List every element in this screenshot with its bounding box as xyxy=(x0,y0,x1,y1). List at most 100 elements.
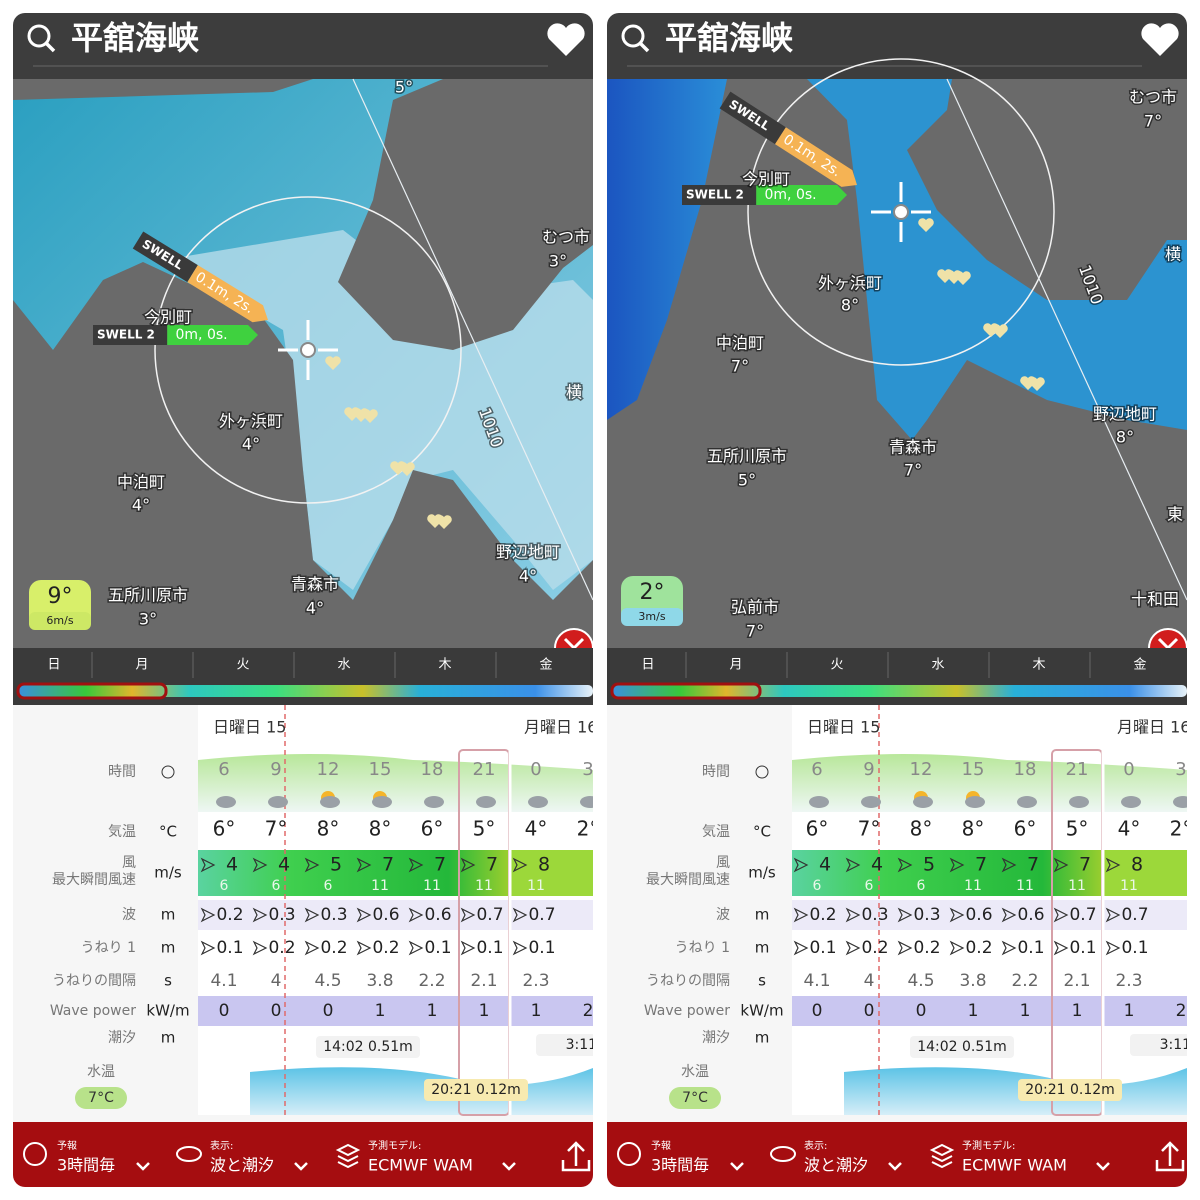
swell-interval: 3.8 xyxy=(959,971,986,991)
timeline-day[interactable]: 木 xyxy=(1032,658,1045,673)
row-label: 時間 xyxy=(702,764,730,780)
row-label: Wave power xyxy=(50,1003,136,1019)
map-label: 4° xyxy=(306,599,324,618)
wind-band xyxy=(198,850,511,896)
timeline-day[interactable]: 木 xyxy=(438,658,451,673)
direction-arrow xyxy=(949,940,965,956)
wind-speed: 7 xyxy=(1027,854,1039,876)
wave-height: 0.7 xyxy=(1121,905,1148,925)
wind-band xyxy=(511,850,593,896)
timeline-day[interactable]: 金 xyxy=(1133,657,1146,673)
wave-power: 0 xyxy=(812,1001,823,1021)
swell2-name: SWELL 2 xyxy=(686,188,744,202)
map-label: 8° xyxy=(841,296,859,315)
location-title: 平舘海峡 xyxy=(71,19,199,57)
hour: 0 xyxy=(1123,759,1134,780)
timeline-day[interactable]: 金 xyxy=(539,657,552,673)
wave-power: 1 xyxy=(531,1001,542,1021)
water-temp-badge xyxy=(75,1087,127,1109)
map-label: 五所川原市 xyxy=(707,447,787,466)
map-label: むつ市 xyxy=(542,228,590,247)
wave-power: 1 xyxy=(375,1001,386,1021)
wind-speed: 7 xyxy=(975,854,987,876)
timeline-day[interactable]: 日 xyxy=(641,658,654,673)
wave-power: 0 xyxy=(323,1001,334,1021)
swell-interval: 4 xyxy=(271,971,282,991)
map-label: 弘前市 xyxy=(731,598,779,617)
map-label: 中泊町 xyxy=(117,473,165,492)
wind-speed: 8 xyxy=(1131,854,1143,876)
hour: 12 xyxy=(317,759,340,780)
row-label: 波 xyxy=(122,907,136,923)
timeline-day[interactable]: 月 xyxy=(729,658,742,673)
swell2-tag xyxy=(93,325,168,345)
cloud-icon xyxy=(424,796,444,808)
search-icon[interactable] xyxy=(621,24,645,48)
row-unit: m xyxy=(161,1029,176,1047)
timeline-day[interactable]: 水 xyxy=(931,658,944,673)
toolbar-value[interactable]: 3時間毎 xyxy=(57,1156,115,1175)
row-unit: m xyxy=(161,906,176,924)
hour: 15 xyxy=(962,759,985,780)
hour: 21 xyxy=(1066,759,1089,780)
cloud-icon xyxy=(809,796,829,808)
heart-marker xyxy=(1020,376,1036,390)
timeline-day[interactable]: 火 xyxy=(830,658,843,673)
direction-arrow xyxy=(304,907,320,923)
share-icon[interactable] xyxy=(561,1141,591,1172)
row-label: 水温 xyxy=(87,1064,115,1080)
chevron xyxy=(888,1162,902,1171)
direction-arrow xyxy=(949,857,965,873)
temperature: 8° xyxy=(910,817,933,841)
wind-speed: 5 xyxy=(330,854,342,876)
toolbar-value[interactable]: ECMWF WAM xyxy=(368,1156,473,1175)
wind-speed: 5 xyxy=(923,854,935,876)
date-header: 月曜日 16 xyxy=(524,718,597,737)
direction-arrow xyxy=(408,940,424,956)
date-header: 日曜日 15 xyxy=(213,718,286,737)
wave-height: 0.6 xyxy=(1017,905,1044,925)
hour: 6 xyxy=(218,759,229,780)
wave-height: 0.3 xyxy=(268,905,295,925)
direction-arrow xyxy=(1105,940,1121,956)
toolbar-value[interactable]: 3時間毎 xyxy=(651,1156,709,1175)
temperature: 7° xyxy=(265,817,288,841)
favorite-heart[interactable] xyxy=(1141,23,1179,56)
search-icon[interactable] xyxy=(27,24,51,48)
toolbar-value[interactable]: ECMWF WAM xyxy=(962,1156,1067,1175)
temperature: 5° xyxy=(1066,817,1089,841)
direction-arrow xyxy=(845,940,861,956)
share-icon[interactable] xyxy=(1155,1141,1185,1172)
temperature: 6° xyxy=(213,817,236,841)
toolbar-label: 予測モデル: xyxy=(962,1139,1015,1152)
row-label: 風 xyxy=(122,855,136,871)
timeline-day[interactable]: 火 xyxy=(236,658,249,673)
map-label: 五所川原市 xyxy=(108,586,188,605)
map-label: 7° xyxy=(731,357,749,376)
wind-gust: 11 xyxy=(371,878,389,894)
heart-marker xyxy=(918,218,934,232)
row-label: うねり 1 xyxy=(675,940,730,956)
wind-band xyxy=(1105,850,1187,896)
timeline-day[interactable]: 日 xyxy=(47,658,60,673)
timeline-cursor[interactable] xyxy=(610,682,762,700)
timeline-day[interactable]: 水 xyxy=(337,658,350,673)
toolbar-value[interactable]: 波と潮汐 xyxy=(210,1156,274,1175)
tide-label: 14:02 0.51m xyxy=(323,1039,413,1055)
wave-height: 0.3 xyxy=(320,905,347,925)
map-land xyxy=(338,79,593,350)
toolbar-value[interactable]: 波と潮汐 xyxy=(804,1156,868,1175)
wave-power: 2 xyxy=(1176,1001,1187,1021)
row-label: 波 xyxy=(716,907,730,923)
row-label: うねりの間隔 xyxy=(646,973,730,989)
timeline-day[interactable]: 月 xyxy=(135,658,148,673)
hour: 6 xyxy=(811,759,822,780)
hour: 3 xyxy=(582,759,593,780)
swell-interval: 2.3 xyxy=(522,971,549,991)
cloud-icon xyxy=(476,796,496,808)
wind-badge xyxy=(621,608,683,626)
direction-arrow xyxy=(200,940,216,956)
timeline-cursor[interactable] xyxy=(16,682,168,700)
favorite-heart[interactable] xyxy=(547,23,585,56)
